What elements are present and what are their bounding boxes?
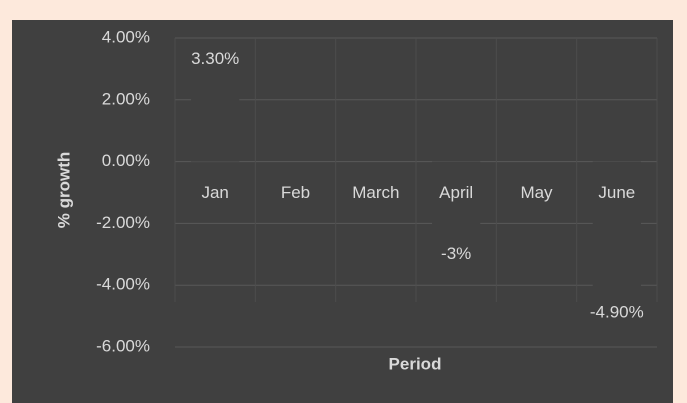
x-tick-label: March [352,183,399,202]
bar [592,161,641,314]
y-tick-label: 2.00% [102,89,150,108]
data-label: -4.90% [590,302,644,321]
y-tick-label: -6.00% [96,336,150,355]
y-tick-label: -4.00% [96,275,150,294]
x-axis-title: Period [389,354,442,373]
bar [191,59,240,162]
y-tick-label: 4.00% [102,27,150,46]
data-label: 3.30% [191,49,239,68]
x-tick-label: Jan [201,183,228,202]
chart-area [12,20,673,403]
data-label: -3% [441,244,471,263]
y-tick-label: 0.00% [102,151,150,170]
x-tick-label: May [520,183,553,202]
bar [432,161,481,255]
x-tick-label: Feb [281,183,310,202]
x-tick-label: June [598,183,635,202]
y-axis-title: % growth [54,152,73,229]
y-tick-label: -2.00% [96,213,150,232]
x-tick-label: April [439,183,473,202]
